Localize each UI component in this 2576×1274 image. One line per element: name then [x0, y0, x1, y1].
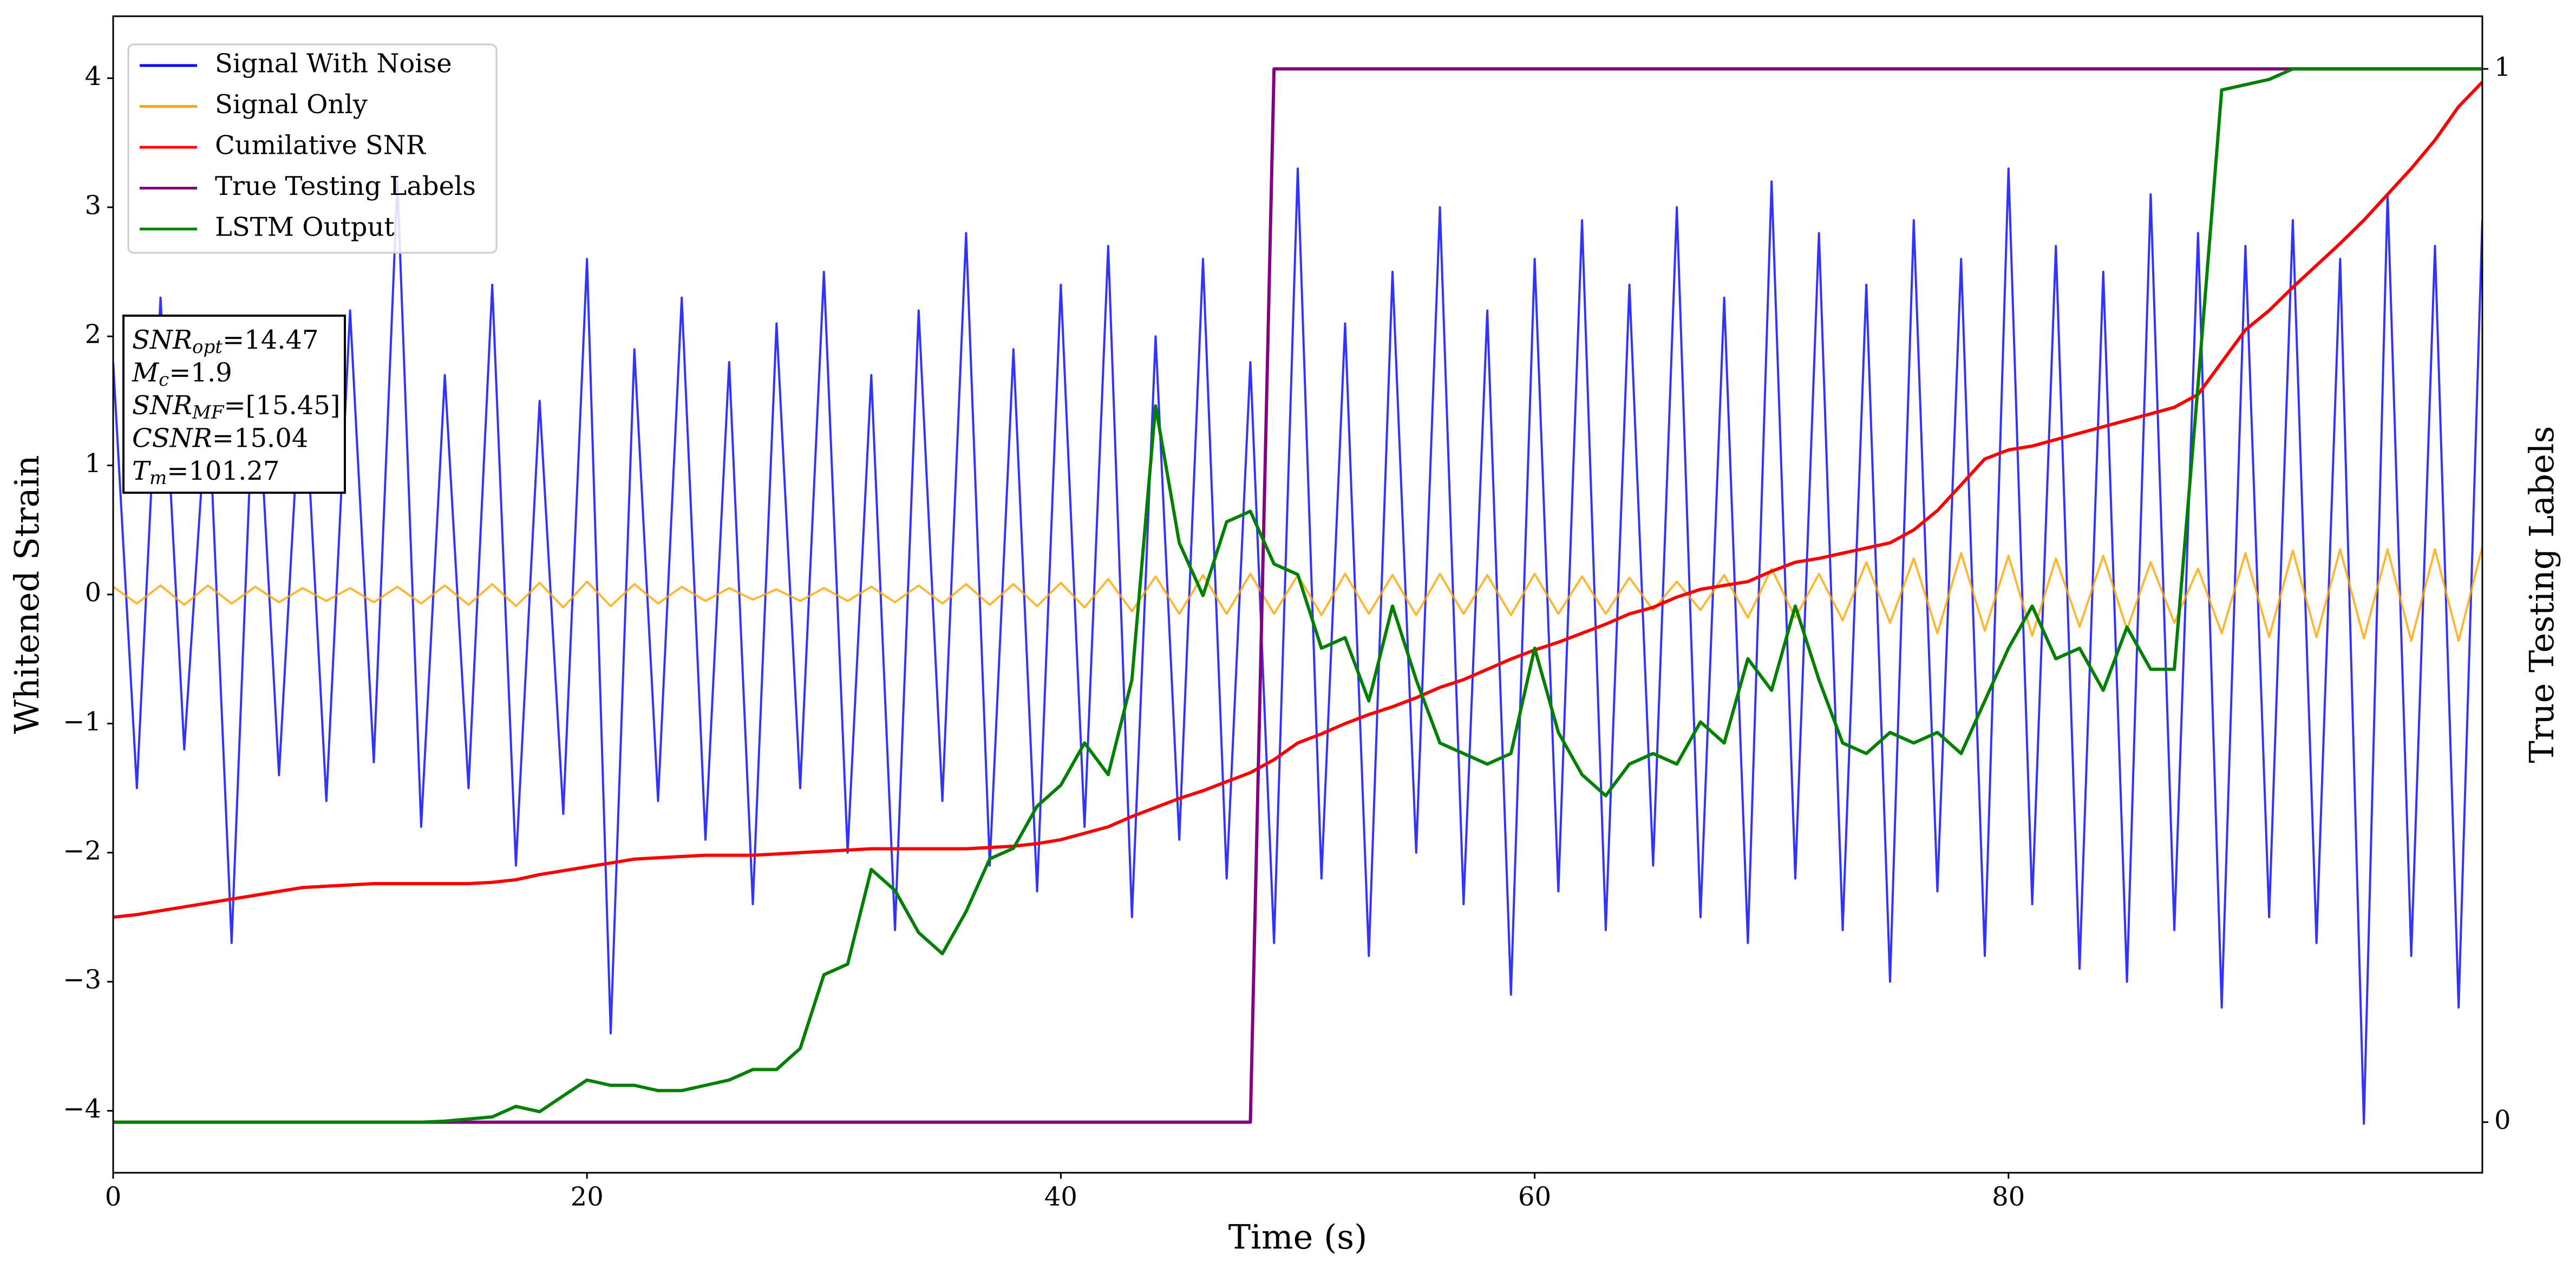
y-tick-label: 4 — [84, 61, 101, 92]
y-tick-label: −4 — [63, 1094, 101, 1124]
legend-label: LSTM Output — [215, 212, 395, 243]
annotation-subscript: m — [149, 467, 167, 489]
annotation: SNRMF=[15.45] — [132, 390, 341, 424]
y-tick-label: −2 — [63, 835, 101, 866]
annotation-text: =15.04 — [212, 423, 309, 453]
series-line — [113, 81, 2482, 919]
x-tick-label: 60 — [1518, 1182, 1551, 1212]
y2-tick-label: 0 — [2494, 1105, 2511, 1135]
y-axis-label: Whitened Strain — [7, 455, 47, 734]
series-line — [113, 67, 2482, 1124]
annotation-symbol: T — [132, 456, 151, 486]
x-tick-label: 40 — [1044, 1182, 1077, 1212]
annotation-symbol: CSNR — [132, 423, 212, 453]
annotation: CSNR=15.04 — [132, 423, 308, 453]
x-tick-label: 0 — [105, 1182, 122, 1212]
legend-label: Signal Only — [215, 89, 368, 120]
y-tick-label: −1 — [63, 707, 101, 737]
annotation-text: =101.27 — [167, 456, 279, 486]
annotation-box: SNRopt=14.47Mc=1.9SNRMF=[15.45]CSNR=15.0… — [122, 315, 346, 494]
annotation: Tm=101.27 — [132, 456, 279, 489]
plot-lines — [113, 67, 2482, 1125]
x-tick-label: 20 — [571, 1182, 604, 1212]
legend: Signal With Noise Signal Only Cumilative S… — [127, 43, 498, 254]
legend-label: Signal With Noise — [215, 49, 452, 79]
y2-tick-label: 1 — [2494, 52, 2511, 82]
annotation-symbol: SNR — [132, 390, 192, 421]
series-line — [113, 167, 2482, 1125]
legend-label: True Testing Labels — [215, 171, 476, 201]
annotation-subscript: c — [159, 369, 169, 391]
x-tick-label: 80 — [1992, 1182, 2025, 1212]
x-axis-label: Time (s) — [1228, 1217, 1368, 1257]
annotation-text: =14.47 — [223, 325, 319, 355]
annotation-symbol: SNR — [132, 325, 192, 355]
legend-box — [127, 43, 498, 254]
annotation-subscript: opt — [192, 336, 223, 358]
legend-label: Cumilative SNR — [215, 130, 427, 161]
annotation-symbol: M — [132, 357, 160, 388]
y2-axis-label: True Testing Labels — [2522, 426, 2561, 763]
annotation: Mc=1.9 — [132, 357, 232, 391]
annotation-subscript: MF — [192, 402, 225, 423]
y-tick-label: 2 — [84, 319, 101, 350]
y-tick-label: 3 — [84, 190, 101, 220]
annotation-text: =[15.45] — [224, 390, 340, 421]
annotation: SNRopt=14.47 — [132, 325, 319, 358]
y-tick-label: 1 — [84, 448, 101, 479]
annotation-text: =1.9 — [169, 357, 232, 388]
series-line — [113, 67, 2482, 1124]
annotation-frame — [122, 315, 346, 494]
y-tick-label: −3 — [63, 965, 101, 995]
y-tick-label: 0 — [84, 578, 101, 608]
